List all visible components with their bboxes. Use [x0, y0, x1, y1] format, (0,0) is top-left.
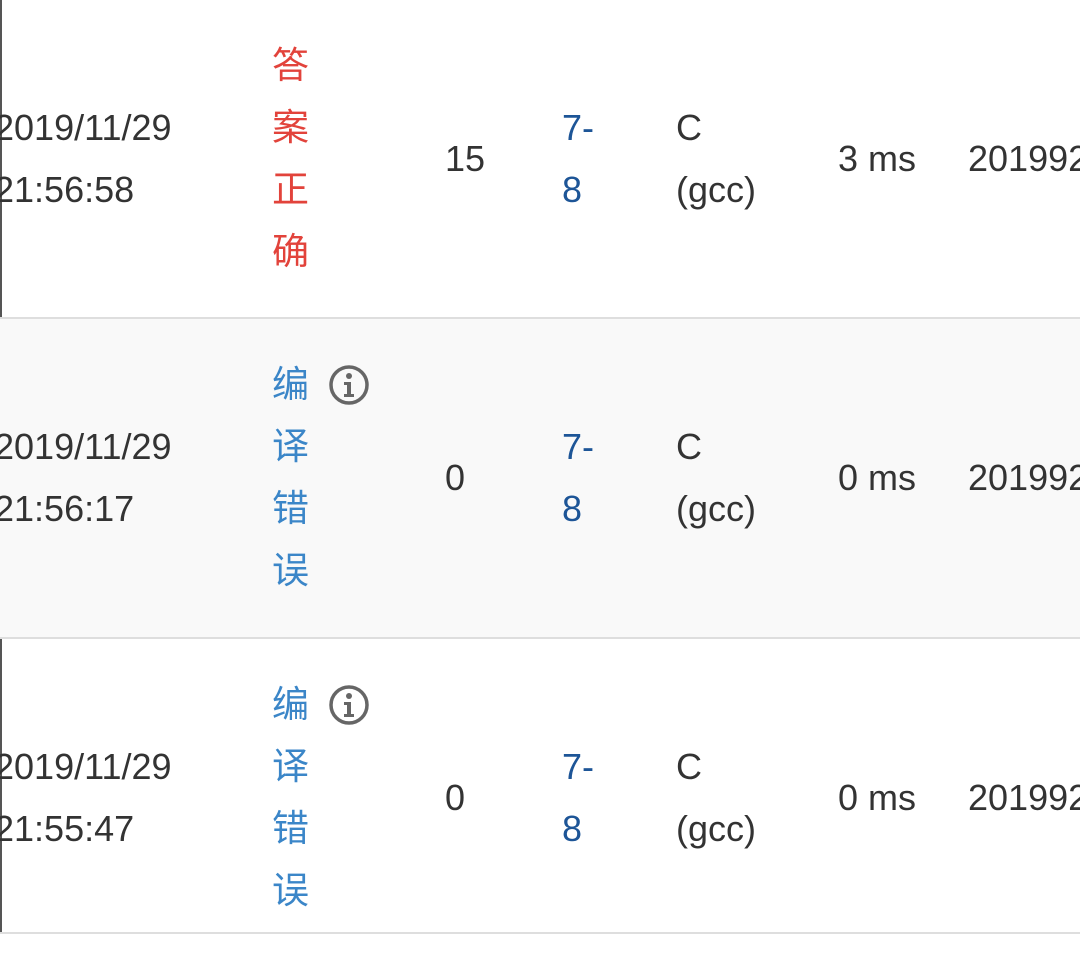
info-icon[interactable] — [327, 683, 371, 727]
icon-stem — [344, 702, 354, 717]
user-cell: 201992 — [968, 319, 1080, 637]
status-cell: 答案正确 — [272, 0, 314, 317]
problem-link[interactable]: 7-8 — [562, 106, 595, 210]
problem-link[interactable]: 7-8 — [562, 746, 595, 849]
language-cell: C (gcc) — [676, 319, 786, 637]
page: 2019/11/29 21:56:58 答案正确 15 7-8 C (gcc) 3 ms 2… — [0, 0, 1080, 934]
score: 0 — [445, 777, 466, 818]
table-row: 2019/11/29 21:55:47 编译错误 0 7-8 C (gcc) 0 ms 20… — [0, 639, 1080, 934]
language: C (gcc) — [676, 746, 756, 849]
language: C (gcc) — [676, 426, 756, 529]
submitted-time: 2019/11/29 21:55:47 — [0, 746, 172, 849]
score: 15 — [445, 137, 486, 179]
problem-link-cell: 7-8 — [562, 639, 602, 957]
user: 201992 — [968, 777, 1080, 818]
run-time: 0 ms — [838, 777, 917, 818]
problem-link[interactable]: 7-8 — [562, 426, 595, 529]
icon-dot — [346, 373, 352, 379]
table-row: 2019/11/29 21:56:17 编译错误 0 7-8 C (gcc) 0 ms 20… — [0, 319, 1080, 639]
status-cell: 编译错误 — [272, 639, 314, 957]
user: 201992 — [968, 137, 1080, 179]
status[interactable]: 编译错误 — [272, 684, 309, 911]
submitted-time-cell: 2019/11/29 21:55:47 — [0, 639, 234, 957]
language-cell: C (gcc) — [676, 639, 786, 957]
icon-ring — [329, 685, 369, 725]
icon-ring — [329, 365, 369, 405]
problem-link-cell: 7-8 — [562, 0, 602, 317]
info-icon[interactable] — [327, 363, 371, 407]
status[interactable]: 答案正确 — [272, 44, 309, 272]
submitted-time-cell: 2019/11/29 21:56:58 — [0, 0, 234, 317]
run-time-cell: 3 ms — [838, 0, 918, 317]
submitted-time-cell: 2019/11/29 21:56:17 — [0, 319, 234, 637]
table-row: 2019/11/29 21:56:58 答案正确 15 7-8 C (gcc) 3 ms 2… — [0, 0, 1080, 319]
problem-link-cell: 7-8 — [562, 319, 602, 637]
submitted-time: 2019/11/29 21:56:17 — [0, 426, 172, 529]
run-time-cell: 0 ms — [838, 639, 918, 957]
run-time-cell: 0 ms — [838, 319, 918, 637]
score-cell: 0 — [445, 319, 465, 637]
language-cell: C (gcc) — [676, 0, 786, 317]
score: 0 — [445, 457, 466, 498]
score-cell: 15 — [445, 0, 485, 317]
score-cell: 0 — [445, 639, 465, 957]
user-cell: 201992 — [968, 639, 1080, 957]
icon-dot — [346, 693, 352, 699]
status[interactable]: 编译错误 — [272, 364, 309, 591]
status-cell: 编译错误 — [272, 319, 314, 637]
language: C (gcc) — [676, 106, 756, 210]
icon-stem — [344, 382, 354, 397]
submitted-time: 2019/11/29 21:56:58 — [0, 106, 172, 210]
run-time: 3 ms — [838, 137, 917, 179]
run-time: 0 ms — [838, 457, 917, 498]
user: 201992 — [968, 457, 1080, 498]
user-cell: 201992 — [968, 0, 1080, 317]
